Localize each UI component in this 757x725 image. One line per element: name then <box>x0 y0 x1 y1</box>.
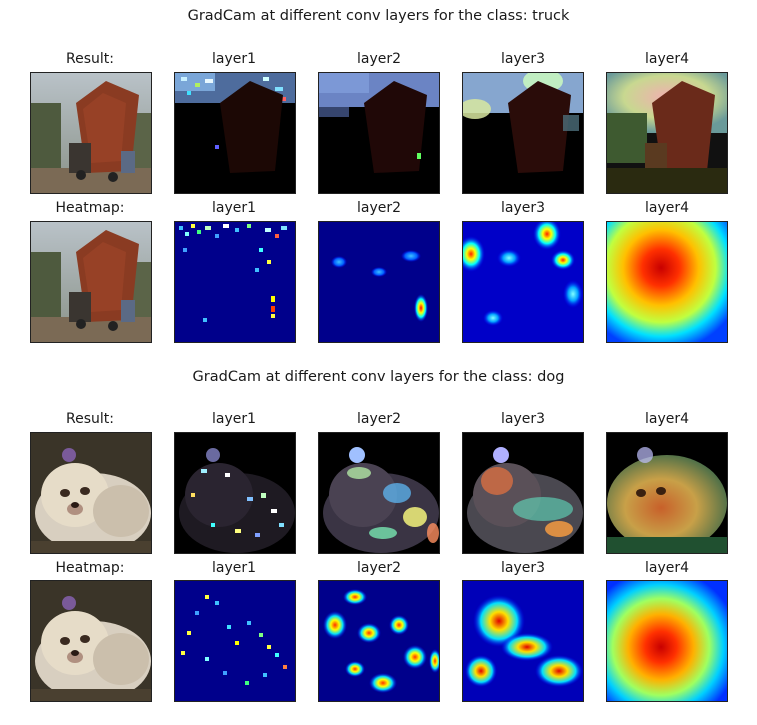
row-label-result: Result: <box>66 51 114 67</box>
column-label-layer1: layer1 <box>211 560 257 576</box>
dog-heatmap-layer1 <box>174 580 296 702</box>
column-label-layer4: layer4 <box>644 200 690 216</box>
dog-heatmap-layer3 <box>462 580 584 702</box>
truck-result-layer3 <box>462 72 584 194</box>
dog-heatmap-layer2 <box>318 580 440 702</box>
column-label-layer2: layer2 <box>356 200 402 216</box>
column-label-layer3: layer3 <box>500 200 546 216</box>
row-label-heatmap: Heatmap: <box>55 560 125 576</box>
column-label-layer4: layer4 <box>644 51 690 67</box>
dog-result-layer1 <box>174 432 296 554</box>
dog-result-layer3 <box>462 432 584 554</box>
row-label-result: Result: <box>66 411 114 427</box>
column-label-layer1: layer1 <box>211 411 257 427</box>
dog-result-layer2 <box>318 432 440 554</box>
section-title-truck: GradCam at different conv layers for the… <box>187 8 570 24</box>
column-label-layer1: layer1 <box>211 51 257 67</box>
truck-heatmap-original-image <box>30 221 152 343</box>
column-label-layer2: layer2 <box>356 560 402 576</box>
truck-result-layer1 <box>174 72 296 194</box>
dog-result-layer4 <box>606 432 728 554</box>
truck-heatmap-layer1 <box>174 221 296 343</box>
dog-heatmap-layer4 <box>606 580 728 702</box>
column-label-layer3: layer3 <box>500 411 546 427</box>
column-label-layer3: layer3 <box>500 560 546 576</box>
dog-original-image <box>30 432 152 554</box>
truck-result-layer2 <box>318 72 440 194</box>
section-title-dog: GradCam at different conv layers for the… <box>192 369 565 385</box>
column-label-layer4: layer4 <box>644 560 690 576</box>
truck-heatmap-layer2 <box>318 221 440 343</box>
column-label-layer2: layer2 <box>356 411 402 427</box>
dog-heatmap-original-image <box>30 580 152 702</box>
column-label-layer4: layer4 <box>644 411 690 427</box>
truck-result-layer4 <box>606 72 728 194</box>
truck-heatmap-layer4 <box>606 221 728 343</box>
column-label-layer1: layer1 <box>211 200 257 216</box>
column-label-layer2: layer2 <box>356 51 402 67</box>
row-label-heatmap: Heatmap: <box>55 200 125 216</box>
column-label-layer3: layer3 <box>500 51 546 67</box>
truck-heatmap-layer3 <box>462 221 584 343</box>
truck-original-image <box>30 72 152 194</box>
